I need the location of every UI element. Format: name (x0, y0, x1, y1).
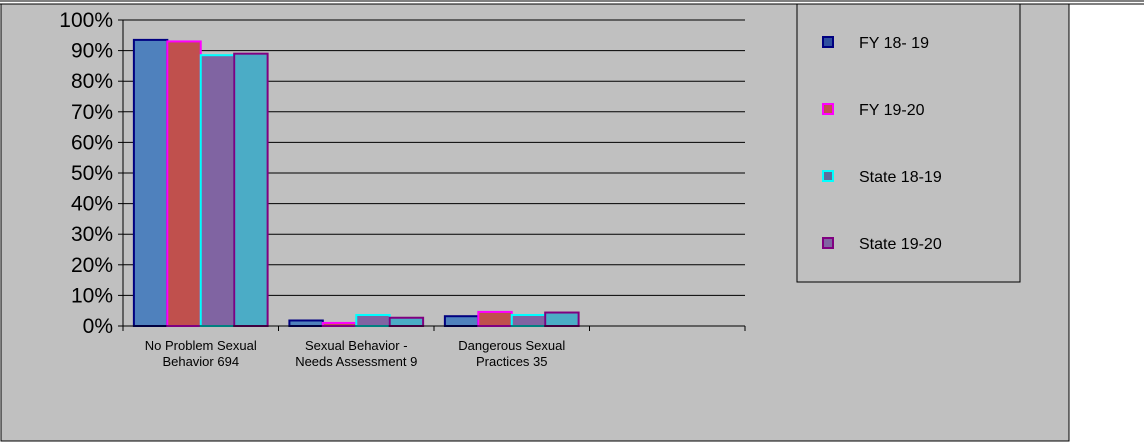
y-tick-label: 30% (71, 223, 113, 246)
y-tick-label: 10% (71, 284, 113, 307)
x-tick-label: Dangerous Sexual (458, 338, 565, 353)
y-tick-label: 80% (71, 70, 113, 93)
bar (288, 319, 324, 328)
bar (166, 40, 202, 327)
legend-swatch (822, 237, 834, 249)
y-tick-label: 100% (59, 9, 113, 32)
bar (544, 311, 580, 328)
y-tick-label: 40% (71, 193, 113, 216)
bar (477, 310, 513, 328)
bar-layer (132, 38, 580, 328)
bar (233, 52, 269, 327)
bar (388, 316, 425, 328)
legend-swatch (822, 103, 834, 115)
y-tick-label: 70% (71, 101, 113, 124)
bar (132, 38, 169, 327)
y-tick-label: 20% (71, 254, 113, 277)
x-tick-label: Practices 35 (476, 354, 548, 369)
y-tick-label: 90% (71, 40, 113, 63)
x-tick-label: Sexual Behavior - (305, 338, 408, 353)
x-tick-label: No Problem Sexual (145, 338, 257, 353)
legend-swatch (822, 170, 834, 182)
y-tick-label: 0% (83, 315, 113, 338)
y-tick-label: 60% (71, 131, 113, 154)
x-tick-label: Behavior 694 (162, 354, 239, 369)
legend-box (796, 3, 1021, 283)
bar (199, 54, 236, 327)
legend-label: FY 19-20 (859, 102, 925, 119)
bar (355, 313, 391, 328)
legend: FY 18- 19 FY 19-20 State 18-19 State 19-20 (796, 3, 1021, 283)
legend-label: State 18-19 (859, 169, 942, 186)
legend-swatch (822, 36, 834, 48)
x-tick-label: Needs Assessment 9 (295, 354, 417, 369)
axis-layer: 0% 10% 20% 30% 40% 50% 60% 70% 80% 90% 100% No Prob… (59, 9, 746, 369)
legend-label: FY 18- 19 (859, 35, 929, 52)
legend-label: State 19-20 (859, 236, 942, 253)
bar (510, 313, 547, 328)
y-tick-label: 50% (71, 162, 113, 185)
bar (443, 315, 480, 328)
